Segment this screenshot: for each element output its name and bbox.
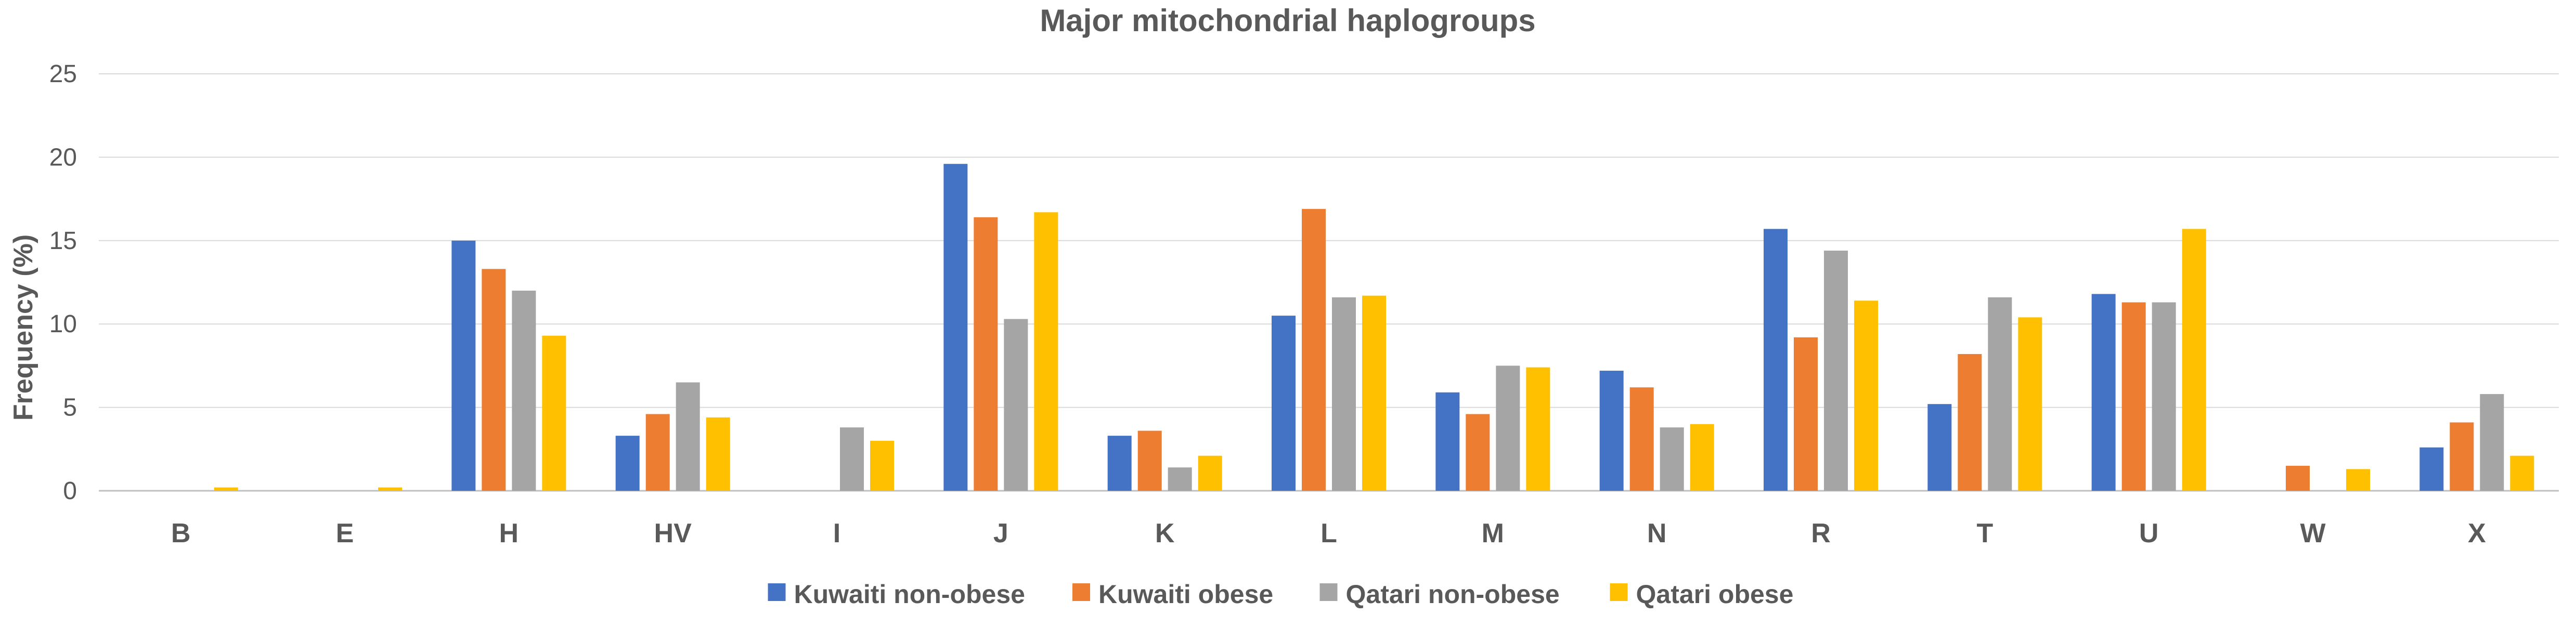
- bar: [2346, 469, 2370, 491]
- x-tick-label: R: [1811, 518, 1831, 548]
- x-tick-label: N: [1647, 518, 1667, 548]
- x-tick-label: B: [171, 518, 191, 548]
- bar: [1824, 251, 1848, 491]
- bar: [1854, 301, 1878, 491]
- x-tick-label: M: [1482, 518, 1504, 548]
- bar: [2182, 229, 2206, 491]
- bar: [974, 217, 998, 491]
- legend-swatch: [1072, 583, 1090, 601]
- bar: [2286, 465, 2310, 491]
- legend-swatch: [1610, 583, 1628, 601]
- bar: [2121, 302, 2146, 491]
- x-tick-label: K: [1155, 518, 1175, 548]
- bar: [1629, 387, 1654, 491]
- bar: [1004, 319, 1028, 491]
- bar: [1272, 316, 1296, 491]
- bar: [1332, 297, 1356, 491]
- bar: [2450, 422, 2474, 491]
- bar: [1362, 295, 1386, 491]
- chart-title: Major mitochondrial haplogroups: [1040, 3, 1535, 38]
- bar: [1764, 229, 1788, 491]
- x-tick-label: X: [2468, 518, 2486, 548]
- legend-swatch: [768, 583, 786, 601]
- bar: [1496, 365, 1520, 491]
- y-tick-label: 5: [63, 394, 77, 422]
- bar: [1435, 392, 1460, 491]
- gridlines: [99, 73, 2559, 492]
- x-tick-label: J: [993, 518, 1008, 548]
- y-tick-label: 0: [63, 477, 77, 505]
- bar: [1690, 424, 1714, 491]
- y-tick-label: 10: [49, 310, 77, 338]
- bar: [1988, 297, 2012, 491]
- x-axis-ticks: B E H HV I J K L M N R T U W X: [171, 518, 2486, 548]
- x-tick-label: U: [2139, 518, 2159, 548]
- bar: [2018, 317, 2042, 491]
- x-tick-label: HV: [654, 518, 692, 548]
- legend-label: Kuwaiti non-obese: [794, 580, 1025, 609]
- legend: Kuwaiti non-obese Kuwaiti obese Qatari non…: [768, 580, 1794, 609]
- bar: [943, 164, 968, 491]
- bar: [2152, 302, 2176, 491]
- bar: [1599, 371, 1624, 491]
- x-tick-label: H: [499, 518, 519, 548]
- bar: [1794, 337, 1818, 491]
- bar: [2510, 455, 2534, 491]
- bar: [1958, 354, 1982, 491]
- bar: [378, 487, 402, 491]
- y-tick-label: 20: [49, 143, 77, 171]
- bar: [542, 335, 566, 491]
- bar: [1466, 414, 1490, 491]
- legend-swatch: [1319, 583, 1338, 601]
- bar: [645, 414, 670, 491]
- x-tick-label: L: [1321, 518, 1337, 548]
- x-tick-label: I: [833, 518, 840, 548]
- y-tick-label: 15: [49, 227, 77, 255]
- bar: [451, 240, 476, 491]
- bar: [615, 436, 640, 491]
- bar: [512, 291, 536, 491]
- bar: [1302, 208, 1326, 491]
- bar: [1660, 427, 1684, 491]
- bar: [1927, 404, 1952, 491]
- y-axis-ticks: 0 5 10 15 20 25: [49, 60, 77, 505]
- bars: [214, 164, 2534, 491]
- x-tick-label: W: [2300, 518, 2326, 548]
- bar: [1034, 212, 1058, 491]
- bar: [1168, 467, 1192, 491]
- bar: [214, 487, 238, 491]
- bar: [1198, 455, 1222, 491]
- x-tick-label: E: [336, 518, 354, 548]
- bar: [2419, 447, 2444, 491]
- x-tick-label: T: [1976, 518, 1993, 548]
- bar: [676, 382, 700, 491]
- y-tick-label: 25: [49, 60, 77, 88]
- bar: [1107, 436, 1132, 491]
- bar: [1137, 430, 1162, 491]
- legend-label: Kuwaiti obese: [1098, 580, 1273, 609]
- y-axis-label: Frequency (%): [8, 234, 38, 421]
- bar: [870, 440, 894, 491]
- legend-label: Qatari non-obese: [1346, 580, 1560, 609]
- legend-label: Qatari obese: [1636, 580, 1794, 609]
- bar: [1526, 367, 1550, 491]
- bar: [706, 417, 730, 491]
- bar: [2091, 294, 2116, 491]
- bar: [482, 269, 506, 491]
- bar: [2480, 394, 2504, 491]
- bar: [840, 427, 864, 491]
